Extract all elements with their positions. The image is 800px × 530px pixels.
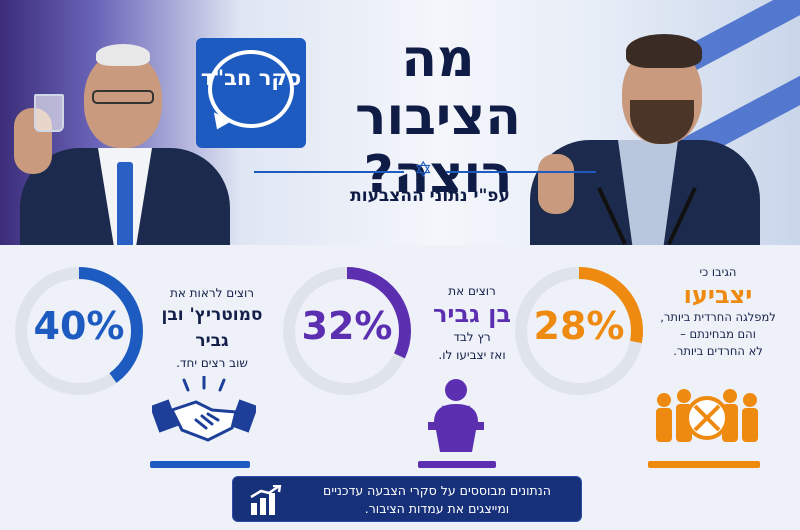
page-subtitle: עפ"י נתוני ההצבעות [350, 186, 510, 206]
logo: סקר חב"ד [196, 38, 306, 148]
percent-label: 32% [301, 304, 393, 348]
panel-line: לא החרדים ביותר. [673, 344, 763, 358]
person-left-photo [0, 0, 240, 245]
person-right-photo [530, 0, 760, 245]
donut-arc-smotrich-ben-gvir [15, 267, 143, 395]
speaker-podium-icon [418, 376, 494, 456]
glass-icon [34, 94, 64, 132]
crowd-rejected-icon [652, 386, 762, 456]
panel-highlight: בן גביר [432, 300, 512, 328]
panel-vote-haredi: 28% הגיבו כי יצביעו למפלגה החרדית ביותר,… [515, 248, 792, 470]
star-of-david-icon: ✡ [414, 158, 433, 183]
donut-chart-28: 28% [512, 264, 646, 398]
rising-chart-icon [249, 483, 283, 519]
footer-text: הנתונים מבוססים על סקרי הצבעה עדכניים ומ… [323, 483, 551, 516]
panel-smotrich-ben-gvir: 40% רוצים לראות את סמוטריץ' ובן גביר שוב… [12, 248, 270, 470]
donut-chart-40: 40% [12, 264, 146, 398]
donut-arc-ben-gvir [283, 267, 411, 395]
accent-bar [418, 461, 496, 468]
panel-text: רוצים את בן גביר רץ לבד ואז יצביעו לו. [422, 282, 522, 364]
panel-line: הגיבו כי [699, 265, 737, 279]
panel-line: ואז יצביעו לו. [438, 348, 506, 362]
panel-text: הגיבו כי יצביעו למפלגה החרדית ביותר, והם… [648, 264, 788, 360]
panel-line: שוב רצים יחד. [176, 356, 248, 370]
divider [254, 171, 404, 173]
panel-text: רוצים לראות את סמוטריץ' ובן גביר שוב רצי… [154, 284, 270, 372]
percent-label: 28% [533, 304, 625, 348]
panel-ben-gvir: 32% רוצים את בן גביר רץ לבד ואז יצביעו ל… [274, 248, 532, 470]
header-banner [0, 0, 800, 245]
panel-highlight: סמוטריץ' ובן גביר [161, 305, 263, 351]
accent-bar [150, 461, 250, 468]
panel-line: רוצים את [448, 284, 496, 298]
logo-text: סקר חב"ד [200, 66, 302, 90]
donut-chart-32: 32% [280, 264, 414, 398]
footer-note: הנתונים מבוססים על סקרי הצבעה עדכניים ומ… [232, 476, 582, 522]
panel-highlight: יצביעו [683, 281, 753, 309]
percent-label: 40% [33, 304, 125, 348]
panel-line: רוצים לראות את [169, 286, 255, 300]
accent-bar [648, 461, 760, 468]
handshake-icon [149, 374, 259, 450]
panel-line: למפלגה החרדית ביותר, [660, 310, 776, 324]
donut-arc-vote-haredi [515, 267, 643, 395]
divider [446, 171, 596, 173]
panel-line: והם מבחינתם – [680, 327, 756, 341]
page-title: מה הציבור רוצה? [355, 29, 521, 205]
panel-line: רץ לבד [453, 330, 491, 344]
